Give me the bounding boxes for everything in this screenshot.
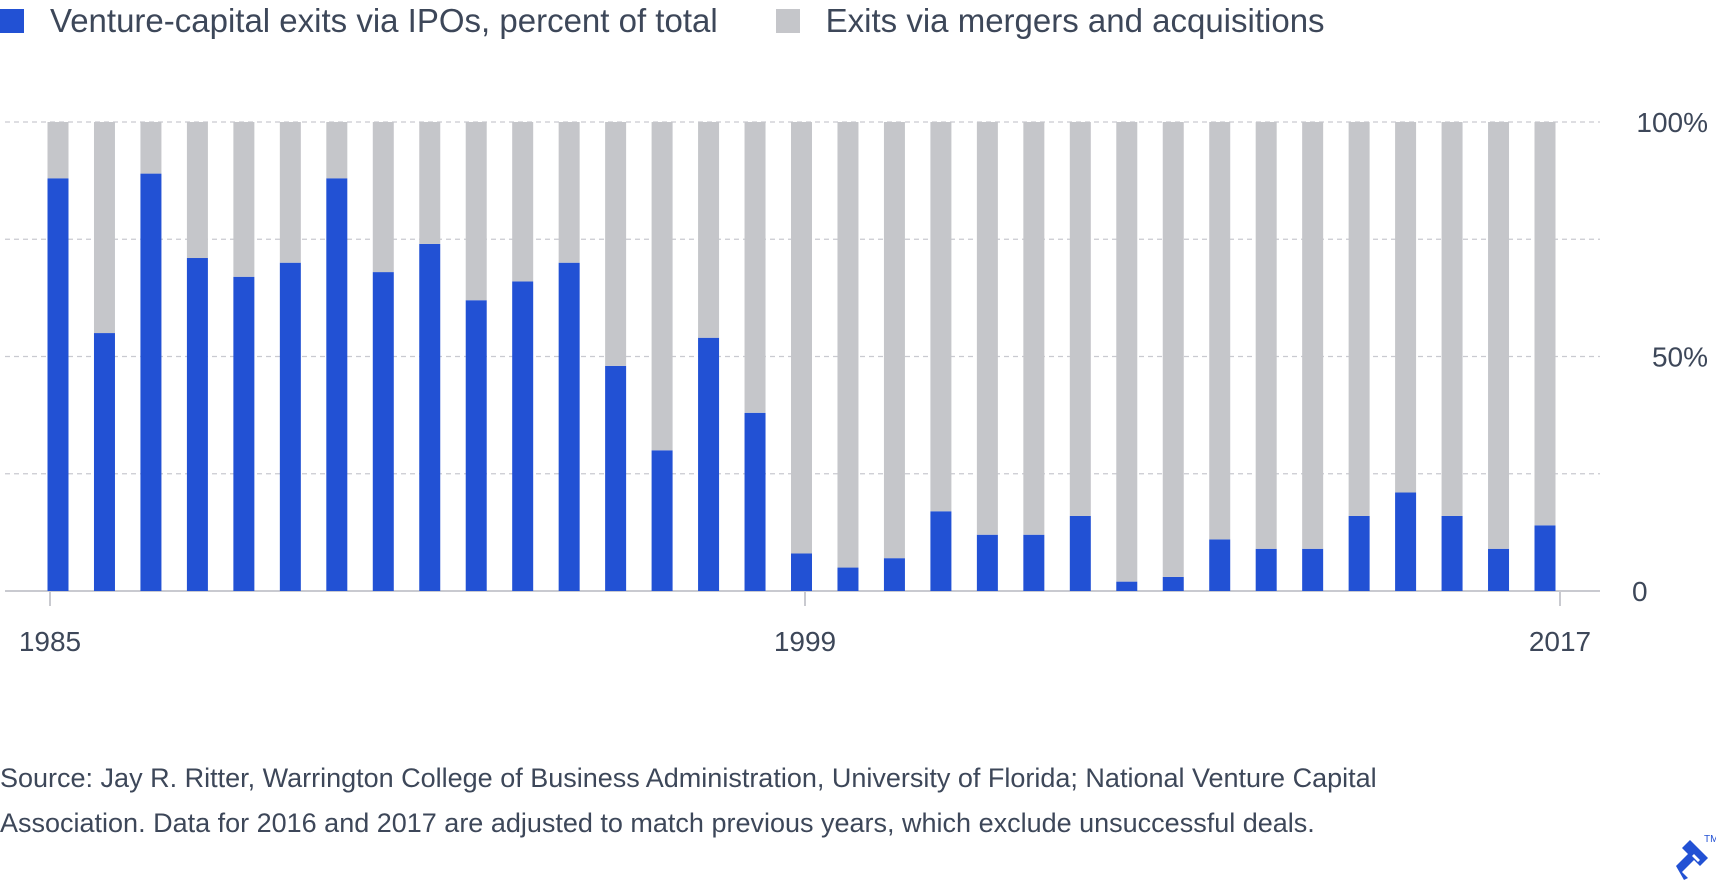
bar-ipo (93, 333, 115, 591)
bar-ma (605, 122, 627, 366)
bar-ma (698, 122, 720, 338)
legend: Venture-capital exits via IPOs, percent … (0, 2, 1383, 40)
bar-ipo (233, 276, 255, 591)
bar-ipo (326, 178, 348, 591)
bar-ipo (140, 173, 162, 591)
bar-ipo (698, 337, 720, 591)
toptal-logo: TM (1672, 832, 1718, 885)
bar-ipo (1302, 548, 1324, 591)
bars (47, 122, 1556, 591)
bar-ma (93, 122, 115, 334)
legend-swatch-ipo (0, 9, 24, 33)
bar-ma (279, 122, 301, 263)
bar-ipo (1488, 548, 1510, 591)
bar-ipo (1162, 576, 1184, 591)
bar-ipo (512, 281, 534, 591)
bar-ipo (1255, 548, 1277, 591)
bar-ma (1488, 122, 1510, 549)
bar-ma (140, 122, 162, 174)
bar-ma (1209, 122, 1231, 540)
x-tick-label: 1999 (774, 626, 836, 657)
source-note: Source: Jay R. Ritter, Warrington Colleg… (0, 763, 1377, 838)
stacked-bar-chart: 1985 1999 2017 100% 50% 0 (5, 107, 1708, 657)
bar-ipo (1023, 534, 1045, 591)
legend-label-ma: Exits via mergers and acquisitions (825, 2, 1325, 39)
bar-ipo (1069, 515, 1091, 591)
bar-ma (372, 122, 394, 273)
y-tick-label: 50% (1652, 342, 1708, 373)
x-tick-label: 2017 (1529, 626, 1591, 657)
y-tick-label: 100% (1636, 107, 1708, 138)
bar-ma (837, 122, 859, 568)
bar-ipo (837, 567, 859, 591)
bar-ipo (1348, 515, 1370, 591)
bar-ma (744, 122, 766, 413)
bar-ma (1302, 122, 1324, 549)
x-axis: 1985 1999 2017 (19, 591, 1591, 657)
bar-ma (1162, 122, 1184, 577)
bar-ipo (465, 300, 487, 591)
logo-icon: TM (1676, 834, 1718, 880)
bar-ma (47, 122, 69, 179)
bar-ma (1255, 122, 1277, 549)
bar-ma (419, 122, 441, 244)
bar-ipo (1116, 581, 1138, 591)
bar-ma (558, 122, 580, 263)
bar-ma (1023, 122, 1045, 535)
bar-ipo (791, 553, 812, 591)
svg-text:TM: TM (1704, 834, 1716, 845)
bar-ma (186, 122, 208, 259)
bar-ipo (1209, 539, 1231, 591)
legend-item-ipo: Venture-capital exits via IPOs, percent … (0, 2, 718, 40)
bar-ma (233, 122, 255, 277)
bar-ipo (47, 178, 69, 591)
bar-ipo (372, 272, 394, 591)
bar-ma (512, 122, 534, 282)
bar-ipo (744, 412, 766, 591)
bar-ipo (186, 258, 208, 591)
bar-ma (465, 122, 487, 301)
x-tick-label: 1985 (19, 626, 81, 657)
y-tick-label: 0 (1632, 576, 1648, 607)
bar-ipo (419, 243, 441, 591)
bar-ma (883, 122, 905, 559)
bar-ma (791, 122, 812, 554)
bar-ipo (1395, 492, 1417, 591)
y-axis: 100% 50% 0 (1632, 107, 1708, 607)
bar-ma (1348, 122, 1370, 516)
bar-ma (651, 122, 673, 451)
bar-ipo (976, 534, 998, 591)
bar-ipo (883, 558, 905, 591)
bar-ipo (605, 365, 627, 591)
bar-ma (1534, 122, 1556, 526)
legend-item-ma: Exits via mergers and acquisitions (775, 2, 1325, 40)
bar-ipo (1441, 515, 1463, 591)
legend-label-ipo: Venture-capital exits via IPOs, percent … (50, 2, 718, 39)
bar-ma (326, 122, 348, 179)
bar-ipo (930, 511, 952, 591)
legend-swatch-ma (775, 9, 800, 33)
bar-ipo (651, 450, 673, 591)
bar-ipo (1534, 525, 1556, 591)
bar-ma (930, 122, 952, 512)
bar-ma (1069, 122, 1091, 516)
bar-ma (1116, 122, 1138, 582)
bar-ma (976, 122, 998, 535)
bar-ma (1395, 122, 1417, 493)
bar-ipo (279, 262, 301, 591)
bar-ipo (558, 262, 580, 591)
bar-ma (1441, 122, 1463, 516)
